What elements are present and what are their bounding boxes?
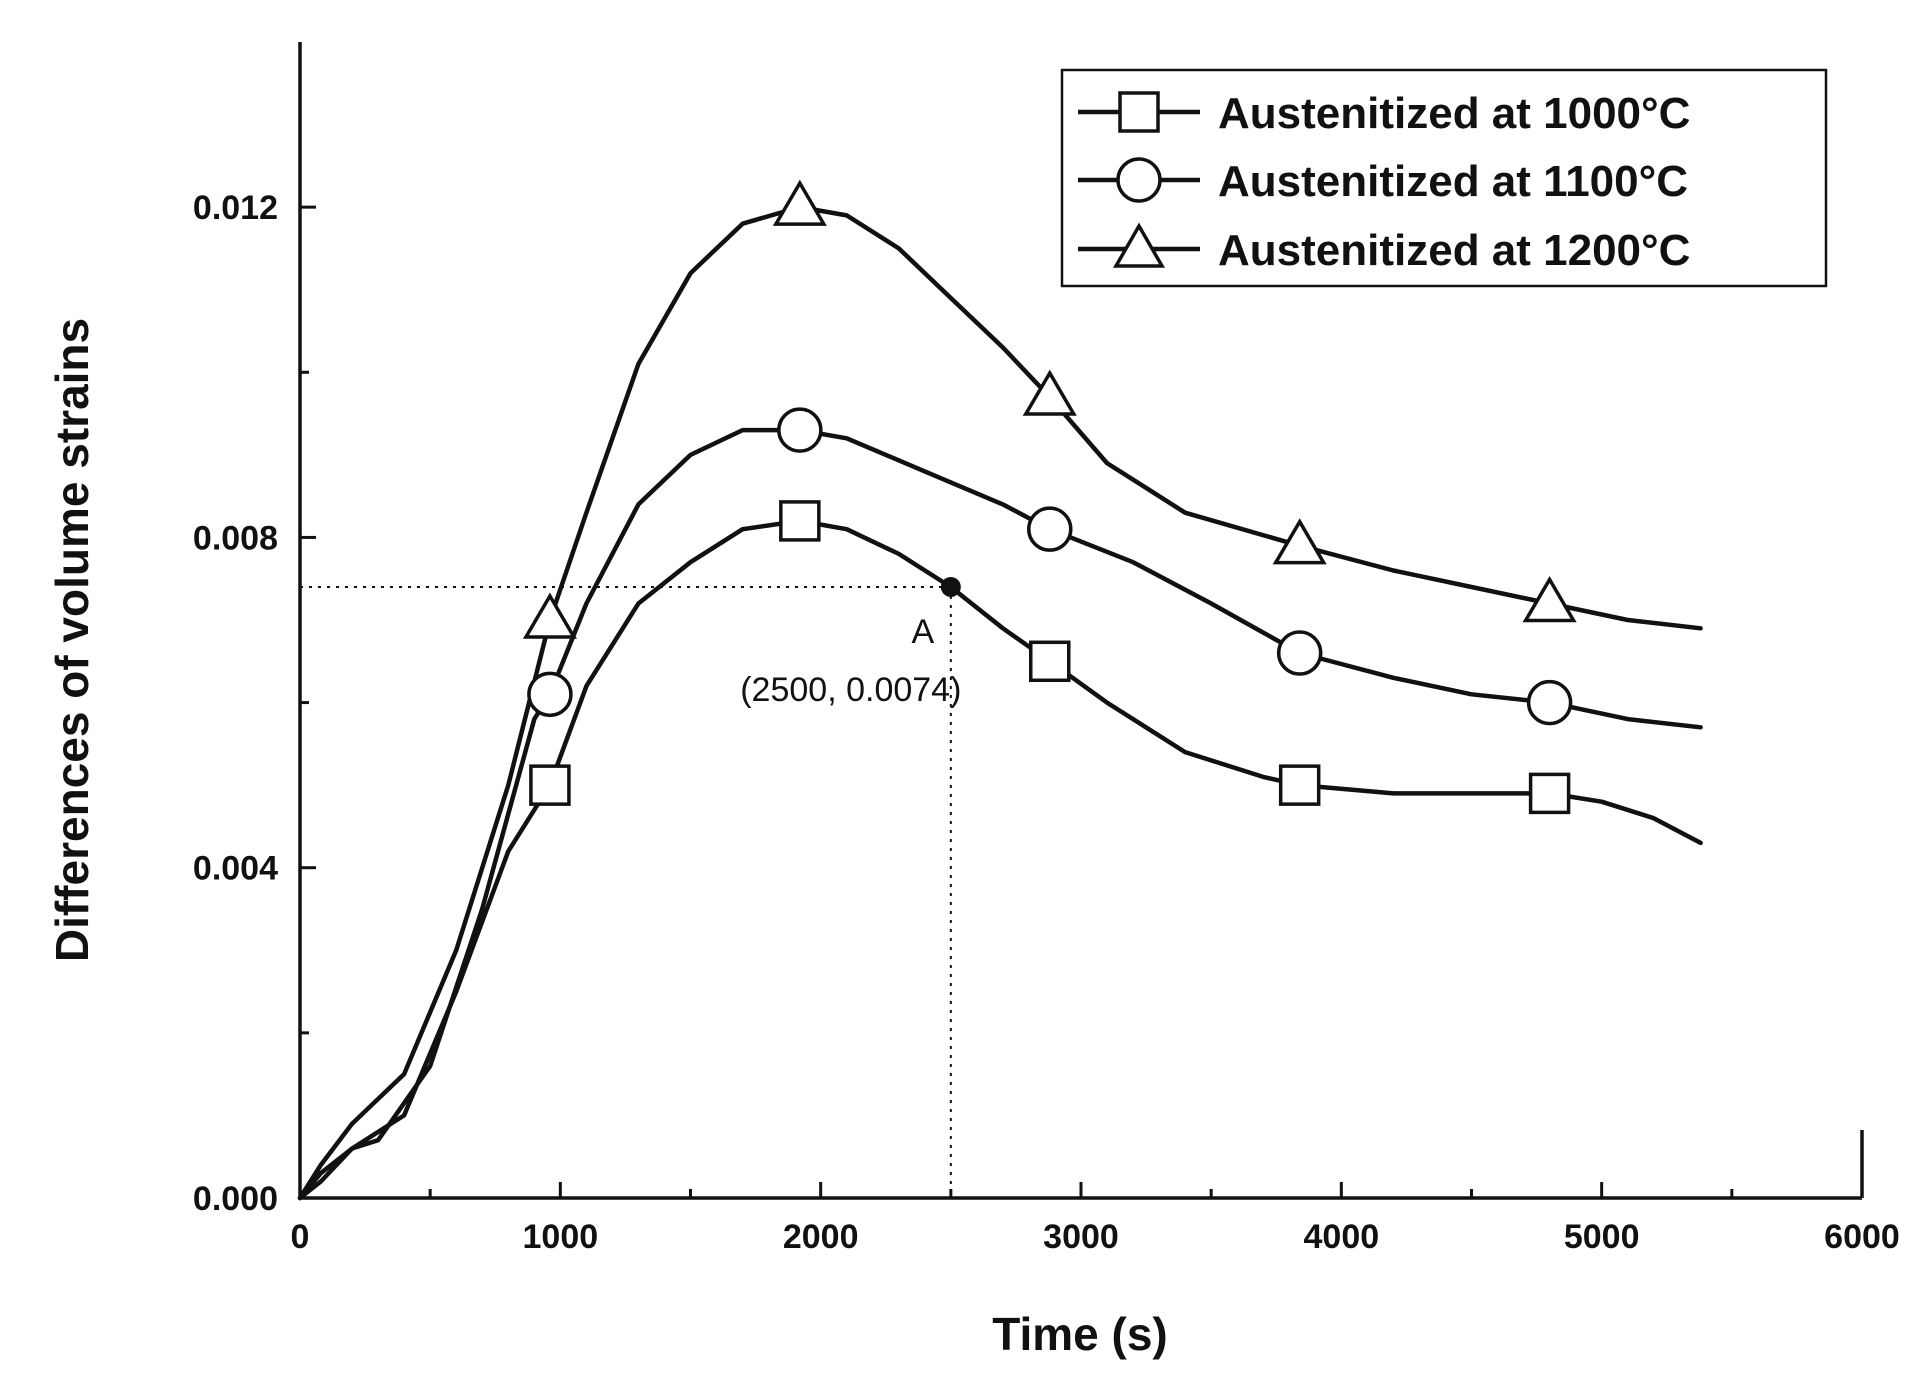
annotation-point-a bbox=[940, 576, 961, 597]
series-line-0 bbox=[297, 518, 1703, 1201]
legend-entry-1200: Austenitized at 1200°C bbox=[1078, 222, 1690, 275]
y-tick-label: 0.008 bbox=[193, 519, 278, 557]
y-axis-title: Differences of volume strains bbox=[46, 318, 98, 962]
series-line-1 bbox=[297, 427, 1703, 1201]
x-tick-label: 1000 bbox=[523, 1218, 599, 1256]
square-marker bbox=[1029, 640, 1071, 683]
x-tick-label: 6000 bbox=[1824, 1218, 1900, 1256]
x-axis-title: Time (s) bbox=[992, 1308, 1168, 1360]
x-tick-label: 5000 bbox=[1564, 1218, 1640, 1256]
x-tick-label: 4000 bbox=[1304, 1218, 1380, 1256]
circle-marker bbox=[1027, 506, 1073, 552]
legend-label-1100: Austenitized at 1100°C bbox=[1218, 157, 1688, 206]
legend-square-marker-icon bbox=[1118, 91, 1160, 133]
triangle-marker bbox=[1272, 518, 1327, 565]
circle-marker bbox=[1276, 630, 1323, 676]
square-marker bbox=[1278, 764, 1321, 806]
triangle-marker bbox=[1022, 369, 1077, 416]
legend-label-1000: Austenitized at 1000°C bbox=[1218, 89, 1690, 138]
x-tick-label: 0 bbox=[291, 1218, 310, 1256]
x-tick-label: 3000 bbox=[1043, 1218, 1119, 1256]
circle-marker bbox=[777, 407, 823, 453]
legend-entry-1000: Austenitized at 1000°C bbox=[1078, 89, 1690, 138]
axis-ticks bbox=[298, 205, 1864, 1200]
annotation-label: A bbox=[911, 613, 934, 651]
triangle-marker bbox=[522, 592, 577, 639]
legend-triangle-marker-icon bbox=[1112, 222, 1166, 268]
annotation-coords: (2500, 0.0074) bbox=[740, 671, 961, 709]
series-markers bbox=[522, 179, 1577, 815]
square-marker bbox=[529, 764, 571, 806]
triangle-marker bbox=[1522, 576, 1577, 623]
square-marker bbox=[1528, 772, 1571, 815]
y-tick-label: 0.004 bbox=[193, 850, 278, 888]
annotation-guides bbox=[300, 585, 952, 1198]
legend: Austenitized at 1000°C Austenitized at 1… bbox=[1060, 68, 1828, 288]
x-tick-label: 2000 bbox=[783, 1218, 859, 1256]
series-curves bbox=[297, 204, 1703, 1201]
legend-label-1200: Austenitized at 1200°C bbox=[1218, 226, 1690, 275]
circle-marker bbox=[1526, 679, 1573, 726]
y-tick-label: 0.012 bbox=[193, 189, 278, 227]
square-marker bbox=[779, 500, 821, 542]
axis-tick-labels: 0 1000 2000 3000 4000 5000 6000 0.000 0.004 0.008… bbox=[193, 189, 1900, 1256]
triangle-marker bbox=[772, 179, 827, 226]
circle-marker bbox=[527, 671, 573, 718]
y-tick-label: 0.000 bbox=[193, 1180, 278, 1218]
legend-circle-marker-icon bbox=[1116, 157, 1162, 203]
legend-entry-1100: Austenitized at 1100°C bbox=[1078, 157, 1688, 206]
series-line-2 bbox=[297, 204, 1703, 1201]
